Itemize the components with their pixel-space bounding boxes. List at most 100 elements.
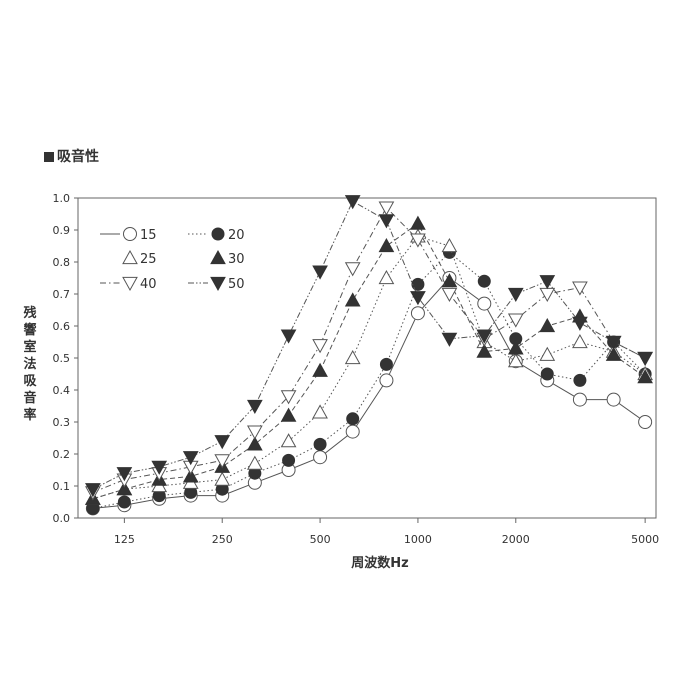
data-point-15	[606, 392, 621, 407]
data-point-40	[280, 390, 297, 405]
y-axis-label-char: 音	[23, 391, 37, 406]
y-tick-label: 0.9	[53, 224, 71, 237]
data-point-40	[507, 313, 524, 328]
legend-label-25: 25	[140, 252, 157, 267]
heading-square-icon	[44, 152, 54, 162]
legend-label-30: 30	[228, 252, 245, 267]
data-point-30	[605, 346, 622, 361]
data-point-30	[312, 362, 328, 377]
data-point-30	[344, 292, 361, 307]
data-point-50	[116, 467, 133, 482]
legend-marker-50	[210, 276, 226, 292]
data-point-25	[247, 455, 263, 470]
data-point-50	[441, 332, 458, 347]
data-point-15	[410, 306, 425, 321]
data-point-30	[637, 369, 653, 384]
data-point-40	[344, 262, 361, 277]
data-point-15	[477, 296, 492, 311]
data-point-30	[182, 468, 199, 483]
data-point-25	[280, 433, 297, 448]
y-tick-label: 0.8	[53, 256, 71, 269]
data-point-25	[539, 346, 556, 361]
y-axis-label-char: 残	[23, 306, 37, 321]
data-point-40	[539, 287, 556, 303]
y-tick-label: 0.1	[53, 480, 71, 493]
data-point-30	[507, 340, 524, 355]
series-line-40	[92, 206, 646, 493]
series-line-15	[92, 277, 646, 509]
data-point-50	[214, 435, 231, 450]
data-point-40	[572, 281, 588, 296]
data-point-20	[477, 274, 491, 288]
data-point-50	[344, 195, 361, 210]
data-point-30	[247, 436, 263, 451]
data-point-25	[572, 333, 588, 349]
legend-marker-20	[211, 227, 225, 241]
data-point-30	[441, 273, 458, 288]
legend-label-20: 20	[228, 228, 245, 243]
data-point-50	[605, 335, 622, 351]
data-point-50	[637, 351, 653, 367]
data-point-40	[410, 233, 426, 248]
data-point-50	[507, 287, 524, 303]
data-point-50	[312, 265, 328, 280]
data-point-20	[540, 367, 554, 381]
legend-label-15: 15	[140, 228, 157, 243]
data-point-50	[539, 275, 556, 290]
data-point-15	[313, 450, 328, 465]
y-axis-label-char: 率	[23, 408, 37, 423]
data-point-50	[572, 316, 588, 331]
data-point-15	[572, 392, 587, 407]
data-point-25	[378, 269, 395, 285]
data-point-20	[411, 277, 425, 291]
legend-label-50: 50	[228, 277, 245, 292]
y-axis-label-char: 吸	[23, 374, 37, 389]
data-point-25	[507, 353, 524, 368]
x-tick-label: 125	[114, 533, 135, 546]
data-point-30	[378, 237, 395, 253]
y-tick-label: 0.4	[53, 384, 71, 397]
data-point-50	[85, 483, 101, 498]
y-tick-label: 0.3	[53, 416, 71, 429]
data-point-20	[282, 453, 296, 467]
y-tick-label: 0.2	[53, 448, 71, 461]
y-tick-label: 0.5	[53, 352, 71, 365]
data-point-20	[117, 495, 131, 509]
data-point-20	[573, 373, 587, 387]
y-tick-label: 1.0	[53, 192, 71, 205]
data-point-30	[116, 481, 133, 496]
data-point-50	[378, 214, 395, 229]
data-point-30	[410, 215, 426, 230]
x-tick-label: 5000	[631, 533, 659, 546]
legend-marker-40	[122, 276, 138, 292]
x-tick-label: 250	[212, 533, 233, 546]
x-axis-label: 周波数Hz	[351, 556, 409, 571]
series-line-20	[92, 251, 646, 509]
data-point-25	[344, 349, 361, 365]
data-point-40	[312, 339, 328, 354]
y-axis-label-char: 室	[23, 340, 37, 355]
legend-marker-15	[123, 227, 137, 241]
data-point-25	[312, 404, 328, 419]
series-line-30	[92, 222, 646, 500]
heading-text: 吸音性	[57, 149, 99, 165]
data-point-15	[638, 415, 653, 429]
data-point-30	[476, 343, 493, 358]
legend-marker-30	[210, 249, 226, 265]
data-point-50	[476, 329, 493, 344]
data-point-15	[379, 373, 394, 388]
x-tick-label: 2000	[502, 533, 530, 546]
data-point-30	[539, 317, 556, 333]
data-point-50	[280, 329, 297, 344]
x-tick-label: 1000	[404, 533, 432, 546]
data-point-50	[247, 399, 263, 415]
data-point-50	[182, 451, 199, 466]
legend-label-40: 40	[140, 277, 157, 292]
y-tick-label: 0.6	[53, 320, 71, 333]
data-point-20	[379, 357, 393, 371]
data-point-25	[214, 471, 231, 486]
data-point-25	[441, 237, 458, 253]
data-point-40	[247, 425, 263, 440]
data-point-50	[151, 460, 168, 475]
